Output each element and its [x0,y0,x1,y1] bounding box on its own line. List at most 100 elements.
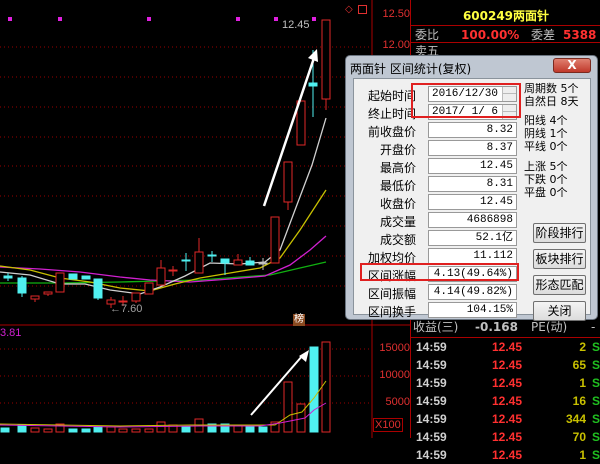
candlestick[interactable] [283,161,293,210]
candlestick[interactable] [118,296,128,306]
field-text: 104.15% [466,304,513,316]
event-marker[interactable] [8,17,12,21]
volume-bar [321,341,331,433]
field-label: 最高价 [379,161,416,175]
rank-badge[interactable]: 榜 [293,314,305,326]
field-value: 11.112 [428,248,517,264]
candlestick[interactable] [55,272,65,293]
stat-item: 自然日 8天 [524,95,579,108]
volume-bar [118,428,128,433]
spinner-button[interactable] [502,105,516,119]
trade-volume: 344 [565,412,586,426]
trade-row: 14:59 12.45 344 S [414,410,600,428]
candlestick[interactable] [194,238,204,274]
trade-price: 12.45 [492,448,523,462]
event-marker[interactable] [147,17,151,21]
candlestick[interactable] [156,260,166,286]
candlestick[interactable] [258,258,268,270]
stat-item: 阳线 4个 [524,114,568,127]
volume-bar [258,426,268,433]
trade-time: 14:59 [416,358,447,372]
spinner-button[interactable] [502,87,516,101]
candlestick[interactable] [321,19,331,110]
candlestick[interactable] [233,254,243,266]
interval-stats-dialog: 两面针 区间统计(复权) X 起始时间 2016/12/30 终止时间 2017/ 1… [345,55,598,321]
field-label: 成交量 [379,215,416,229]
candlestick[interactable] [68,273,78,280]
candlestick[interactable] [93,278,103,300]
volume-bar [194,418,204,433]
pe-value: - [591,320,596,334]
sell5-label: 卖五 [415,44,440,58]
high-price-label: 12.45 [282,19,310,31]
highlight-box [411,83,521,118]
trade-volume: 16 [572,394,586,408]
candlestick[interactable] [131,292,141,303]
field-label: 成交额 [379,233,416,247]
stage-rank-button[interactable]: 阶段排行 [533,223,586,243]
stat-item: 平盘 0个 [524,186,568,199]
trade-row: 14:59 12.45 1 S [414,374,600,392]
stock-title: 600249两面针 [411,7,600,25]
stock-name: 两面针 [513,9,550,23]
trade-row: 14:59 12.45 16 S [414,392,600,410]
volume-bar [30,427,40,433]
field-value: 104.15% [428,302,517,318]
volume-bar [17,424,27,433]
field-value: 4.14(49.82%) [428,284,517,300]
wc-value: 5388 [563,28,597,42]
candlestick[interactable] [144,282,154,295]
candlestick[interactable] [43,291,53,296]
candlestick[interactable] [207,251,217,262]
event-marker[interactable] [236,17,240,21]
trade-volume: 1 [579,448,586,462]
close-button[interactable]: X [553,58,591,73]
event-marker[interactable] [312,17,316,21]
candlestick[interactable] [296,100,306,146]
candlestick[interactable] [81,275,91,280]
event-marker[interactable] [58,17,62,21]
candlestick[interactable] [245,257,255,266]
field-label: 加权均价 [367,251,416,265]
trade-time: 14:59 [416,412,447,426]
field-value: 4686898 [428,212,517,228]
candlestick[interactable] [3,273,13,281]
candlestick[interactable] [220,258,230,275]
sector-rank-button[interactable]: 板块排行 [533,249,586,269]
field-value: 8.37 [428,140,517,156]
field-value[interactable]: 2016/12/30 [428,86,517,102]
ma5-line [0,117,327,295]
field-text: 2017/ 1/ 6 [432,106,499,118]
field-label: 起始时间 [367,89,416,103]
candlestick[interactable] [181,253,191,271]
diamond-icon[interactable]: ◇ [345,4,353,15]
trade-side: S [591,448,600,462]
field-value: 52.1亿 [428,230,517,246]
kline-chart[interactable] [0,0,410,438]
volume-bar [181,426,191,433]
close-dialog-button[interactable]: 关闭 [533,301,586,321]
candlestick[interactable] [30,295,40,302]
field-text: 2016/12/30 [432,88,499,100]
field-text: 4.13(49.64%) [433,268,513,280]
ma60-line [0,261,327,284]
volume-bar [245,426,255,433]
candlestick[interactable] [17,276,27,297]
trade-price: 12.45 [492,394,523,408]
price-tick: 12.50 [382,8,410,20]
trade-time: 14:59 [416,394,447,408]
candlestick[interactable] [106,297,116,308]
wb-label: 委比 [415,28,440,42]
field-label: 区间换手 [367,305,416,319]
pattern-match-button[interactable]: 形态匹配 [533,275,586,295]
candlestick[interactable] [168,266,178,276]
field-value: 4.13(49.64%) [428,266,517,282]
candlestick[interactable] [270,216,280,264]
trade-side: S [591,376,600,390]
trade-side: S [591,430,600,444]
dialog-title: 两面针 区间统计(复权) [350,62,472,76]
event-marker[interactable] [274,17,278,21]
field-label: 终止时间 [367,107,416,121]
panel-toggle-icon[interactable] [358,5,367,14]
volume-bar [106,426,116,433]
